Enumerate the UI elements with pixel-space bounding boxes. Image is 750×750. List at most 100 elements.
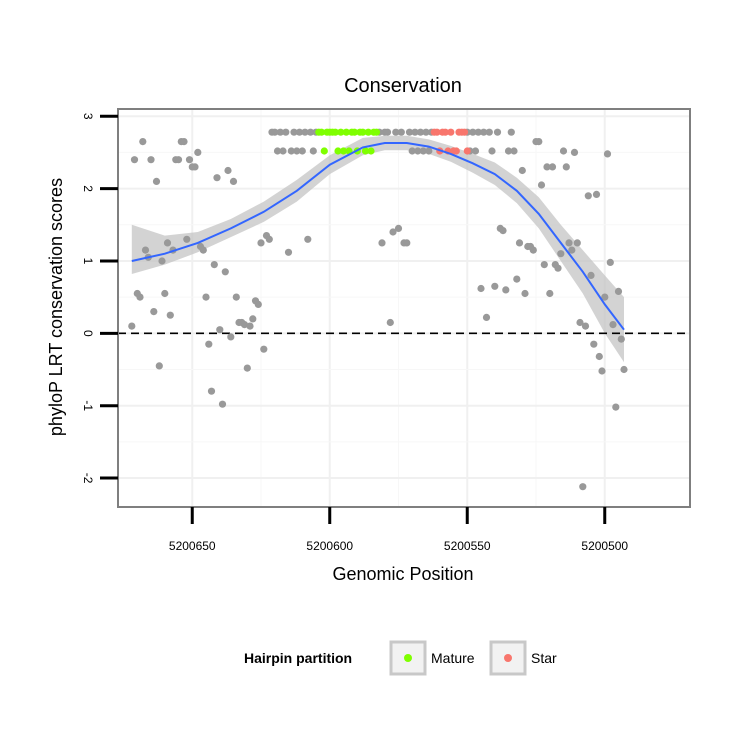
point-other-107 <box>515 239 524 247</box>
point-other-109 <box>521 289 529 298</box>
point-other-75 <box>394 224 403 232</box>
point-other-55 <box>279 147 287 155</box>
legend-entry-mature: Mature <box>389 640 475 676</box>
point-other-141 <box>609 321 617 329</box>
point-other-85 <box>422 128 430 136</box>
points-layer <box>128 128 628 491</box>
point-mature-1 <box>317 128 326 136</box>
point-other-73 <box>389 228 397 236</box>
point-other-105 <box>510 147 518 155</box>
point-other-5 <box>141 246 150 254</box>
point-other-37 <box>229 177 238 185</box>
point-other-13 <box>163 239 172 247</box>
point-other-122 <box>557 250 565 258</box>
point-other-92 <box>474 128 482 136</box>
point-other-69 <box>378 239 386 247</box>
point-other-11 <box>158 257 166 265</box>
point-other-60 <box>293 147 301 155</box>
point-other-1 <box>130 156 139 164</box>
point-other-14 <box>166 311 174 319</box>
legend-label-star: Star <box>531 650 557 666</box>
point-other-12 <box>161 289 169 298</box>
smooth-line-layer <box>131 142 625 331</box>
point-other-56 <box>282 128 290 136</box>
point-other-106 <box>513 275 521 283</box>
point-other-66 <box>309 147 317 155</box>
point-other-99 <box>493 128 502 136</box>
point-other-50 <box>265 235 273 243</box>
point-other-41 <box>240 321 249 329</box>
x-tick-label-3: 5200500 <box>581 539 628 553</box>
point-other-31 <box>213 174 221 182</box>
point-other-115 <box>537 181 546 189</box>
point-other-145 <box>620 365 628 374</box>
point-other-57 <box>284 248 293 256</box>
point-mature-7 <box>334 147 342 155</box>
point-star-12 <box>463 147 471 155</box>
point-other-127 <box>570 148 579 156</box>
point-mature-16 <box>359 128 367 136</box>
point-mature-10 <box>342 128 350 136</box>
point-other-102 <box>502 286 510 294</box>
point-mature-2 <box>320 147 328 155</box>
legend-label-mature: Mature <box>431 650 475 666</box>
point-mature-19 <box>367 147 375 155</box>
point-other-23 <box>191 163 199 171</box>
point-other-90 <box>469 128 477 136</box>
point-star-6 <box>447 128 455 136</box>
legend-entry-star: Star <box>489 640 557 676</box>
legend-title: Hairpin partition <box>244 650 352 666</box>
smooth-line <box>131 142 625 331</box>
point-other-137 <box>598 367 606 375</box>
x-axis-ticks: 5200650 5200600 5200550 5200500 <box>169 507 628 553</box>
point-other-101 <box>499 227 507 235</box>
point-other-43 <box>246 322 254 330</box>
point-other-78 <box>403 239 411 247</box>
point-other-80 <box>408 147 416 155</box>
x-tick-label-1: 5200600 <box>306 539 353 553</box>
point-other-17 <box>174 156 183 164</box>
point-other-26 <box>199 246 207 254</box>
point-other-112 <box>529 246 537 254</box>
point-other-83 <box>416 128 425 136</box>
point-other-65 <box>306 128 315 136</box>
point-other-64 <box>304 235 312 243</box>
point-other-86 <box>425 147 433 155</box>
point-other-133 <box>587 271 595 279</box>
y-tick-label-1: -1 <box>81 400 95 411</box>
y-tick-label-2: 0 <box>81 330 95 337</box>
point-other-48 <box>260 345 268 353</box>
point-other-138 <box>601 293 609 301</box>
point-other-42 <box>243 364 251 372</box>
point-other-94 <box>480 128 488 136</box>
point-star-8 <box>452 147 460 155</box>
point-other-143 <box>614 287 623 295</box>
y-axis-ticks: -2 -1 0 1 2 3 <box>81 113 118 484</box>
point-other-47 <box>257 239 265 247</box>
point-other-4 <box>139 138 147 146</box>
point-other-46 <box>254 300 262 308</box>
point-other-126 <box>568 246 576 254</box>
point-other-125 <box>565 239 573 247</box>
point-other-34 <box>221 268 229 276</box>
point-other-135 <box>592 190 601 198</box>
legend-marker-star <box>504 654 512 662</box>
point-other-116 <box>540 261 548 269</box>
point-other-81 <box>411 128 419 136</box>
point-other-71 <box>383 128 392 136</box>
panel-border <box>117 108 691 508</box>
point-other-79 <box>405 128 414 136</box>
point-other-131 <box>581 322 590 330</box>
point-other-104 <box>507 128 515 136</box>
point-mature-18 <box>364 128 372 136</box>
x-tick-label-2: 5200550 <box>444 539 491 553</box>
point-mature-13 <box>350 128 359 136</box>
point-other-7 <box>147 156 155 164</box>
point-other-53 <box>273 147 282 155</box>
point-other-95 <box>482 313 491 321</box>
point-other-9 <box>152 177 161 185</box>
point-other-35 <box>224 166 232 175</box>
point-other-29 <box>207 387 216 395</box>
point-mature-21 <box>372 128 381 136</box>
point-other-114 <box>535 138 543 146</box>
